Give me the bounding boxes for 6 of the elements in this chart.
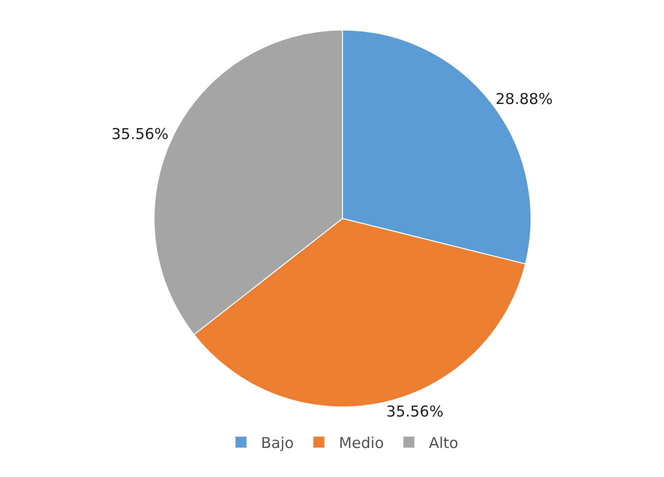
legend-label: Medio (338, 434, 384, 452)
data-label: 35.56% (386, 402, 444, 420)
legend-label: Bajo (261, 434, 294, 452)
legend-label: Alto (428, 434, 458, 452)
data-label: 28.88% (496, 90, 553, 108)
data-label: 35.56% (111, 125, 169, 144)
